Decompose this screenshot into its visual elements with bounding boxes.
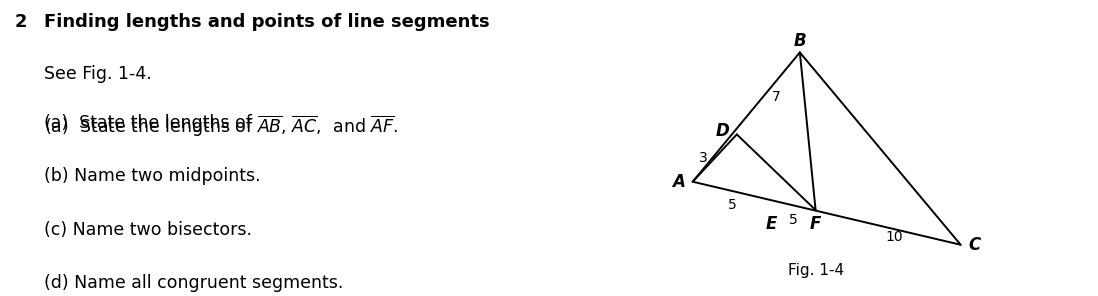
- Text: (a)  State the lengths of $\overline{AB}$, $\overline{AC}$,  and $\overline{AF}$: (a) State the lengths of $\overline{AB}$…: [44, 114, 397, 139]
- Text: 2: 2: [14, 13, 27, 31]
- Text: 7: 7: [772, 90, 781, 104]
- Text: A: A: [672, 173, 685, 191]
- Text: See Fig. 1-4.: See Fig. 1-4.: [44, 65, 152, 83]
- Text: (d) Name all congruent segments.: (d) Name all congruent segments.: [44, 274, 343, 292]
- Text: B: B: [794, 32, 806, 50]
- Text: F: F: [810, 215, 821, 233]
- Text: 5: 5: [789, 213, 798, 226]
- Text: (c) Name two bisectors.: (c) Name two bisectors.: [44, 221, 251, 239]
- Text: 5: 5: [728, 198, 737, 212]
- Text: 10: 10: [886, 230, 904, 244]
- Text: 3: 3: [699, 151, 708, 165]
- Text: Fig. 1-4: Fig. 1-4: [787, 263, 843, 278]
- Text: (b) Name two midpoints.: (b) Name two midpoints.: [44, 167, 260, 185]
- Text: Finding lengths and points of line segments: Finding lengths and points of line segme…: [44, 13, 490, 31]
- Text: D: D: [716, 122, 729, 140]
- Text: E: E: [765, 215, 777, 233]
- Text: (a)  State the lengths of: (a) State the lengths of: [44, 114, 257, 132]
- Text: C: C: [968, 236, 981, 254]
